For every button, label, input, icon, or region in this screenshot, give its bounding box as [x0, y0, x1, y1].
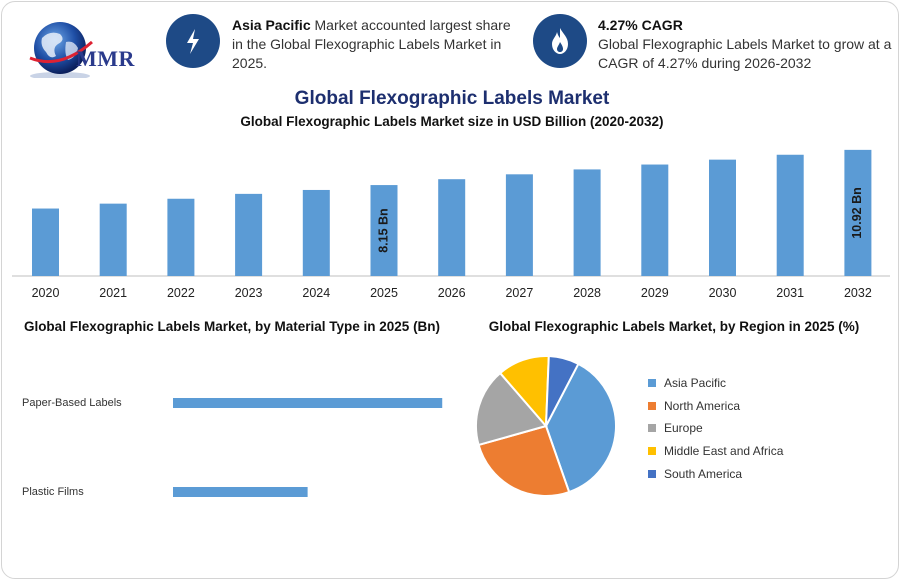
pie-slice-south-america: [545, 355, 580, 427]
material-chart-title: Global Flexographic Labels Market, by Ma…: [23, 319, 441, 334]
legend-label: Asia Pacific: [664, 376, 727, 391]
legend-label: North America: [664, 398, 741, 413]
bar-2032: [844, 149, 872, 276]
data-label-2025: 8.15 Bn: [376, 208, 390, 252]
page-title: Global Flexographic Labels Market: [294, 88, 610, 109]
bar-2023: [235, 193, 263, 276]
x-tick-label: 2027: [505, 286, 533, 300]
stat-cagr-body: Global Flexographic Labels Market to gro…: [598, 36, 892, 71]
legend-item: South America: [648, 462, 783, 485]
legend-item: Middle East and Africa: [648, 440, 783, 463]
bar-2029: [641, 164, 669, 276]
x-tick-label: 2025: [370, 286, 398, 300]
bar-chart-title: Global Flexographic Labels Market size i…: [240, 114, 664, 129]
bar-2020: [32, 208, 59, 276]
x-tick-label: 2028: [573, 286, 601, 300]
flame-icon: [533, 14, 587, 68]
pie-slice-asia-pacific: [544, 362, 617, 494]
bar-2025: [370, 185, 398, 276]
bar-2031: [776, 154, 804, 276]
x-tick-label: 2026: [438, 286, 466, 300]
region-pie-chart: [475, 355, 617, 497]
pie-slice-europe: [475, 371, 548, 447]
stat-region-body: Market accounted largest share in the Gl…: [232, 17, 511, 71]
data-label-2032: 10.92 Bn: [850, 187, 864, 238]
hbar-Plastic Films: [173, 487, 308, 497]
legend-label: Middle East and Africa: [664, 444, 784, 459]
stat-cagr-text: 4.27% CAGR Global Flexographic Labels Ma…: [598, 16, 893, 73]
x-tick-label: 2022: [167, 286, 195, 300]
legend-item: North America: [648, 395, 783, 418]
category-label: Plastic Films: [22, 486, 84, 498]
market-size-bar-chart: 2020 2021 2022 2023 2024 2025 2026 2027 2028 2029…: [12, 149, 890, 300]
bar-2024: [302, 189, 330, 276]
legend-swatch: [648, 379, 656, 388]
x-tick-label: 2023: [235, 286, 263, 300]
x-tick-label: 2020: [32, 286, 60, 300]
legend-item: Europe: [648, 417, 783, 440]
legend-swatch: [648, 401, 656, 410]
region-chart-title: Global Flexographic Labels Market, by Re…: [488, 319, 860, 334]
x-tick-label: 2021: [99, 286, 127, 300]
x-tick-label: 2030: [709, 286, 737, 300]
legend-swatch: [648, 424, 656, 433]
bar-2027: [505, 174, 533, 276]
x-tick-label: 2029: [641, 286, 669, 300]
bar-2030: [709, 159, 736, 276]
stat-region-bold: Asia Pacific: [232, 17, 311, 33]
category-label: Paper-Based Labels: [22, 397, 122, 409]
bar-2022: [167, 198, 195, 276]
legend-label: South America: [664, 466, 743, 481]
x-tick-label: 2032: [844, 286, 872, 300]
x-tick-label: 2024: [302, 286, 330, 300]
material-type-bar-chart: Paper-Based Labels Plastic Films: [22, 397, 443, 498]
legend-label: Europe: [664, 421, 703, 436]
hbar-Paper-Based Labels: [173, 398, 443, 408]
legend-swatch: [648, 469, 656, 478]
lightning-icon: [166, 14, 220, 68]
mmr-logo: [20, 18, 140, 80]
region-legend: Asia Pacific North America Europe Middle Ea…: [648, 372, 783, 485]
bar-2021: [99, 203, 127, 276]
stat-cagr-bold: 4.27% CAGR: [598, 17, 683, 33]
bar-2026: [438, 179, 466, 276]
x-tick-label: 2031: [776, 286, 804, 300]
legend-item: Asia Pacific: [648, 372, 783, 395]
legend-swatch: [648, 447, 656, 456]
pie-slice-north-america: [477, 424, 571, 497]
brand-logo-text: MMR: [76, 46, 135, 71]
bar-2028: [573, 169, 601, 276]
stat-region-text: Asia Pacific Market accounted largest sh…: [232, 16, 522, 73]
